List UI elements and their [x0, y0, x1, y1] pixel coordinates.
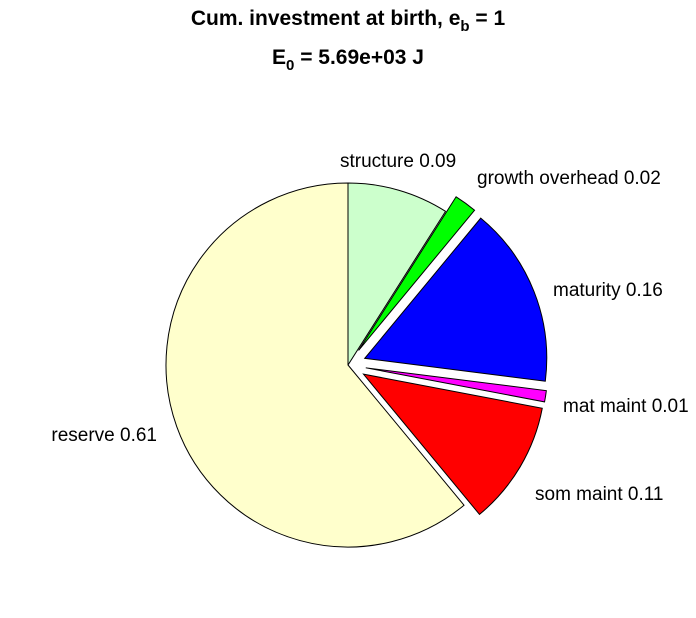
chart-title-line2: E0 = 5.69e+03 J — [272, 46, 424, 74]
pie-label-3: mat maint 0.01 — [563, 396, 689, 417]
pie-label-5: reserve 0.61 — [51, 425, 157, 446]
pie-slice-1 — [358, 196, 476, 351]
pie-label-0: structure 0.09 — [340, 151, 456, 172]
pie-slice-3 — [365, 367, 547, 403]
pie-label-1: growth overhead 0.02 — [477, 168, 661, 189]
pie-slice-4 — [362, 373, 543, 516]
pie-label-4: som maint 0.11 — [535, 484, 663, 505]
pie-slice-2 — [363, 217, 548, 382]
chart-title-line1: Cum. investment at birth, eb = 1 — [190, 7, 506, 35]
pie-label-2: maturity 0.16 — [553, 280, 663, 301]
pie-slice-5 — [165, 182, 465, 548]
pie-slice-0 — [347, 182, 447, 367]
